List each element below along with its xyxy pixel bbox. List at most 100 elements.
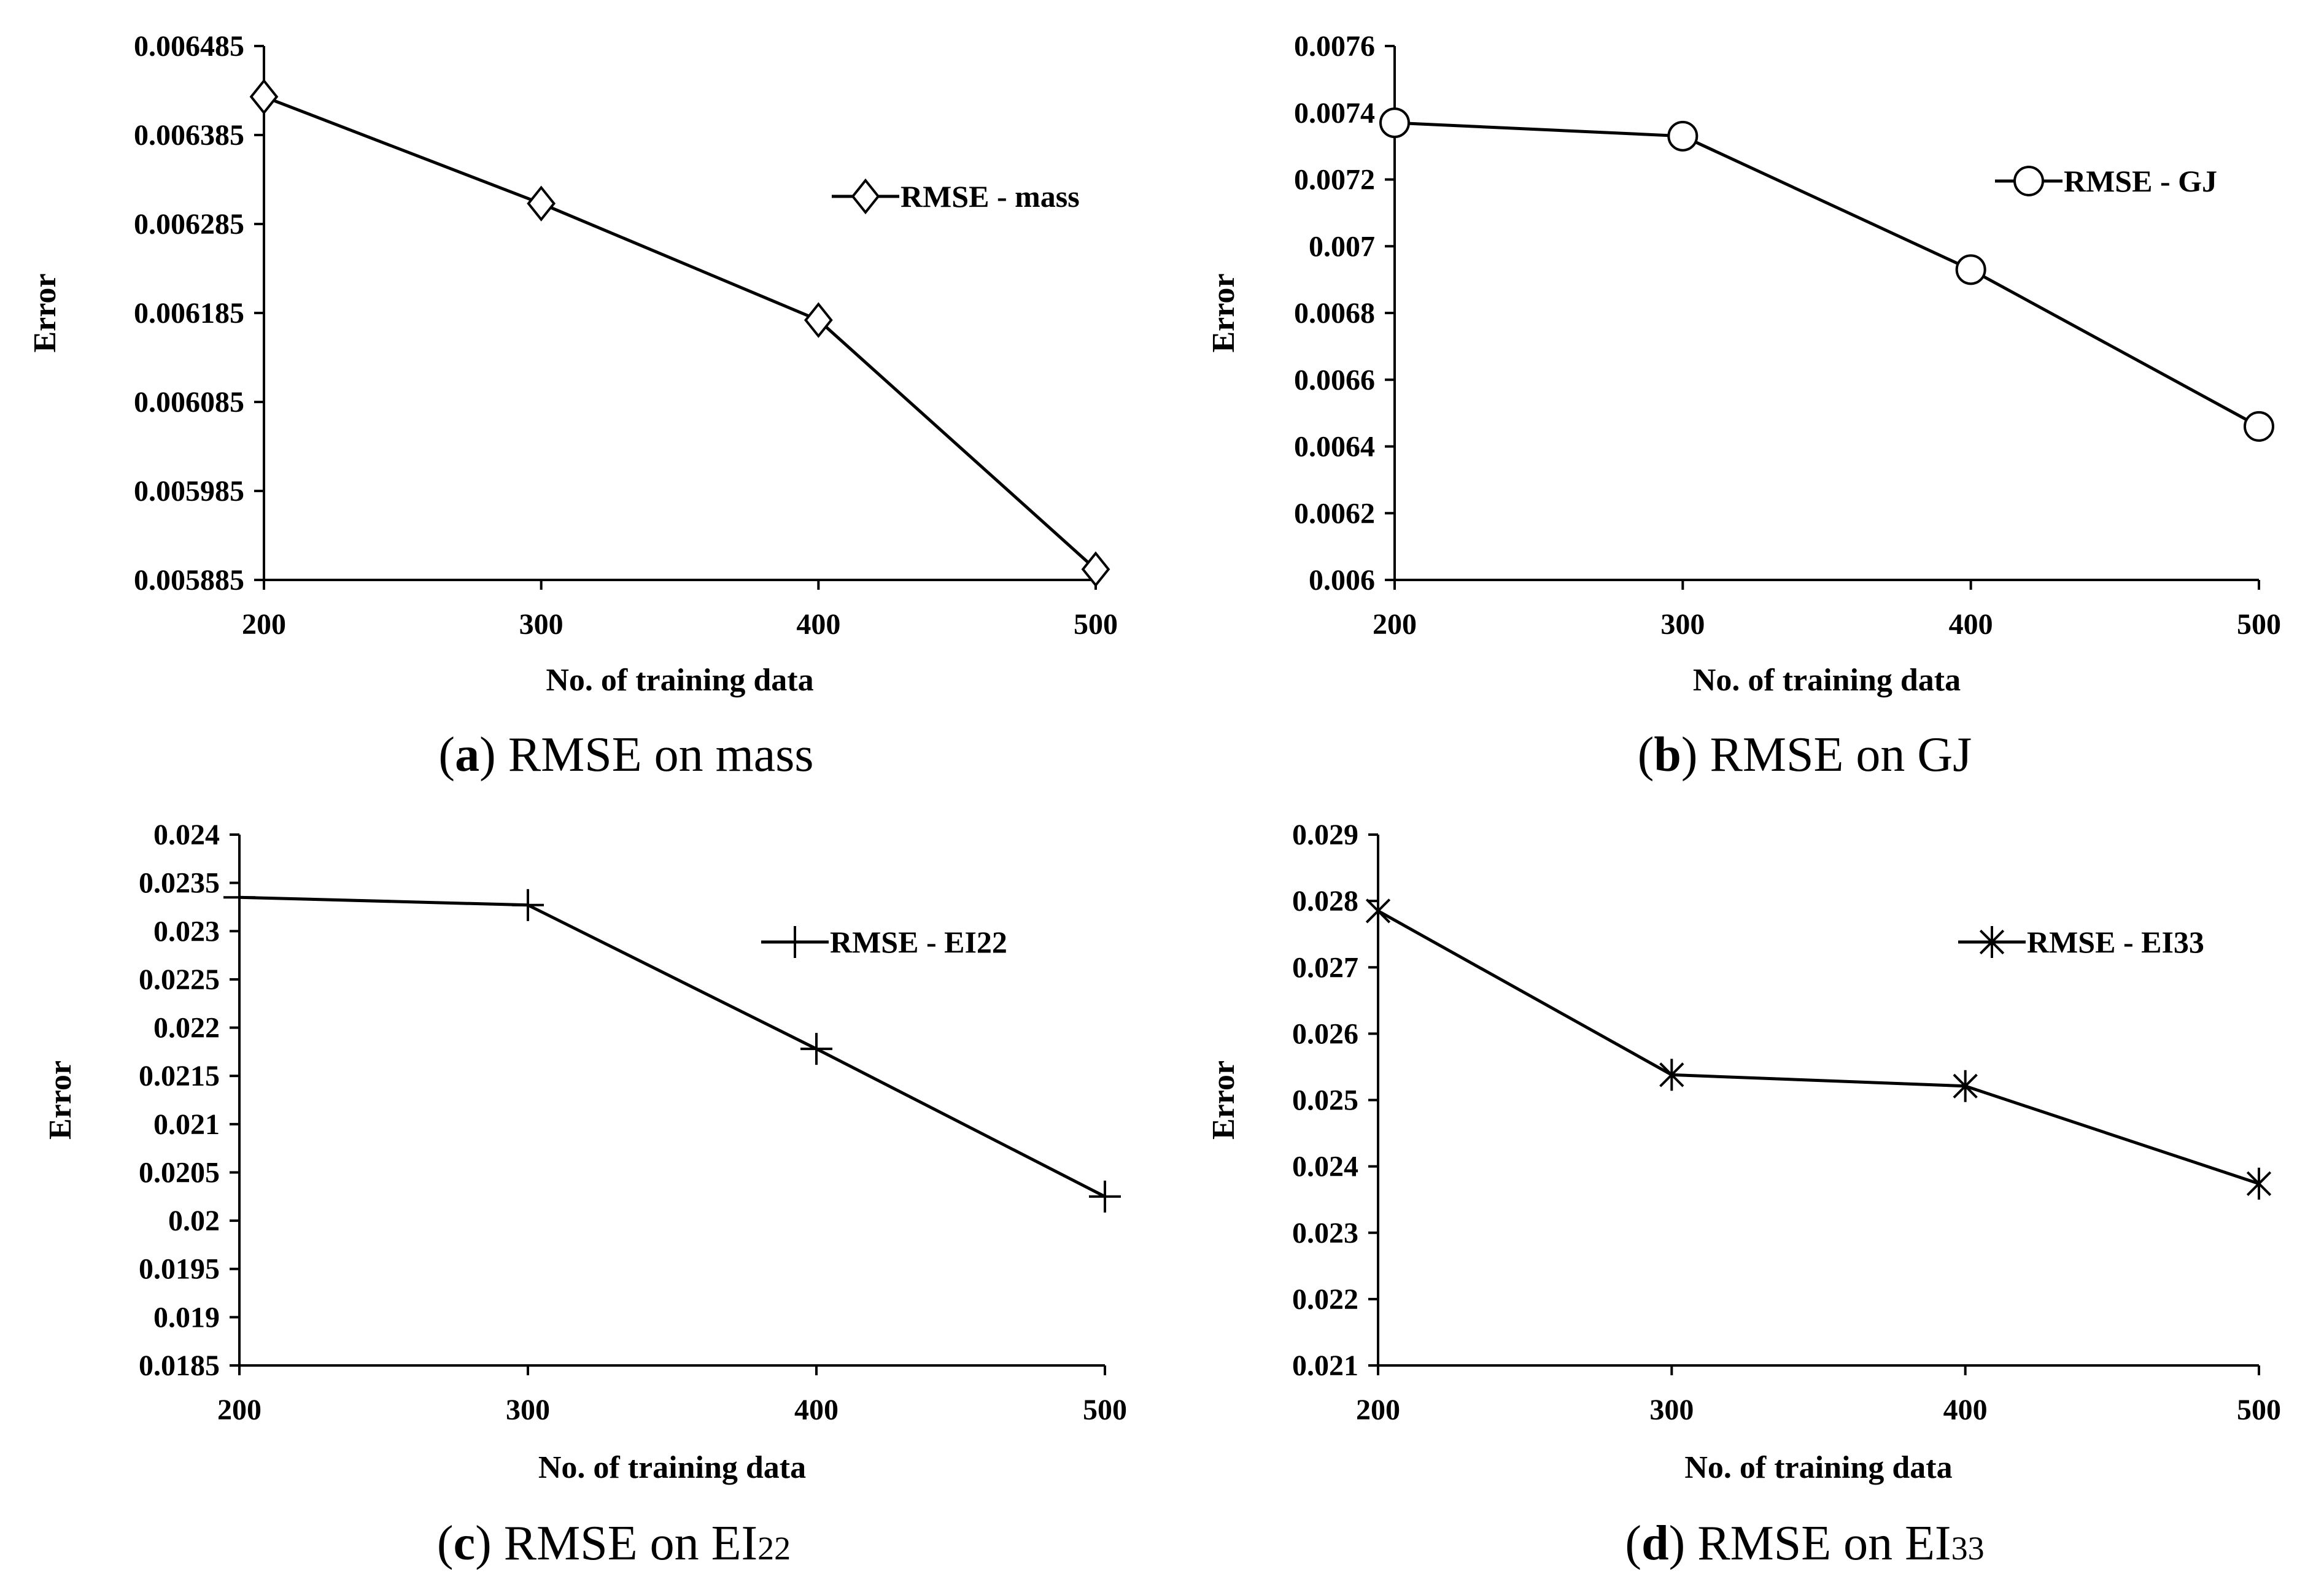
x-tick-label: 200 bbox=[242, 608, 286, 641]
caption-text: RMSE on EI bbox=[1697, 1516, 1951, 1570]
caption-letter: c bbox=[453, 1516, 476, 1570]
y-tick-label: 0.021 bbox=[153, 1108, 220, 1141]
y-tick-label: 0.0205 bbox=[139, 1156, 220, 1189]
legend-marker bbox=[851, 178, 880, 215]
data-point-marker bbox=[1379, 107, 1410, 139]
data-point-marker bbox=[1667, 120, 1698, 152]
y-tick-label: 0.0235 bbox=[139, 867, 220, 900]
data-point-marker bbox=[223, 881, 255, 914]
y-tick-label: 0.0068 bbox=[1294, 297, 1375, 330]
data-point-marker bbox=[1081, 551, 1110, 587]
y-tick-label: 0.021 bbox=[1292, 1350, 1358, 1382]
y-tick-label: 0.023 bbox=[153, 915, 220, 948]
series-line bbox=[263, 95, 1097, 571]
chart-panel-a: 0.005885 0.005985 0.006085 0.006185 0.006285… bbox=[28, 30, 1118, 698]
y-tick-label: 0.022 bbox=[153, 1012, 220, 1044]
x-tick-label: 300 bbox=[1649, 1394, 1694, 1426]
caption-letter: b bbox=[1654, 728, 1681, 782]
data-point-marker bbox=[1089, 1180, 1121, 1213]
chart-panel-c: 0.0185 0.019 0.0195 0.02 0.0205 0.021 0.0215 0.… bbox=[43, 819, 1127, 1485]
y-tick-label: 0.0072 bbox=[1294, 164, 1375, 196]
x-tick-label: 400 bbox=[796, 608, 840, 641]
x-tick-label: 400 bbox=[1943, 1394, 1988, 1426]
data-point-marker bbox=[2244, 411, 2274, 442]
data-point-marker bbox=[1659, 1059, 1684, 1091]
data-point-marker bbox=[1955, 254, 1986, 285]
x-axis-label: No. of training data bbox=[1684, 1450, 1952, 1485]
data-point-marker bbox=[527, 185, 556, 222]
chart-panel-b: 0.006 0.0062 0.0064 0.0066 0.0068 0.007 0.0072… bbox=[1206, 30, 2281, 698]
y-tick-label: 0.024 bbox=[1292, 1151, 1358, 1183]
y-tick-label: 0.005985 bbox=[134, 475, 244, 508]
y-tick-label: 0.006285 bbox=[134, 208, 244, 241]
data-point-marker bbox=[1365, 895, 1391, 927]
caption-b: (b) RMSE on GJ bbox=[1637, 728, 1972, 782]
y-tick-label: 0.0185 bbox=[139, 1350, 220, 1382]
y-tick-label: 0.005885 bbox=[134, 564, 244, 597]
legend: RMSE - EI33 bbox=[1958, 925, 2204, 959]
y-axis-label: Error bbox=[28, 274, 63, 353]
x-tick-label: 500 bbox=[2237, 1394, 2281, 1426]
y-tick-label: 0.006485 bbox=[134, 30, 244, 63]
y-tick-label: 0.028 bbox=[1292, 885, 1358, 917]
legend-marker bbox=[2013, 166, 2044, 196]
x-tick-label: 200 bbox=[217, 1394, 261, 1426]
data-point-marker bbox=[800, 1033, 832, 1065]
y-axis-label: Error bbox=[1206, 274, 1241, 353]
y-tick-label: 0.006 bbox=[1309, 564, 1375, 597]
y-tick-label: 0.006085 bbox=[134, 386, 244, 419]
x-tick-label: 200 bbox=[1373, 608, 1417, 641]
x-tick-label: 300 bbox=[1660, 608, 1705, 641]
legend-label: RMSE - mass bbox=[901, 179, 1080, 214]
caption-letter: a bbox=[455, 728, 480, 782]
x-tick-label: 300 bbox=[506, 1394, 550, 1426]
y-tick-label: 0.027 bbox=[1292, 951, 1358, 984]
y-tick-label: 0.0074 bbox=[1294, 97, 1375, 129]
series-line bbox=[239, 895, 1106, 1198]
legend-label: RMSE - EI22 bbox=[830, 925, 1007, 959]
y-tick-label: 0.0195 bbox=[139, 1253, 220, 1286]
y-tick-label: 0.006385 bbox=[134, 119, 244, 152]
y-tick-label: 0.026 bbox=[1292, 1017, 1358, 1050]
y-axis-label: Error bbox=[43, 1060, 78, 1140]
y-tick-label: 0.0215 bbox=[139, 1060, 220, 1092]
data-point-marker bbox=[804, 302, 833, 338]
y-tick-label: 0.022 bbox=[1292, 1283, 1358, 1316]
y-tick-label: 0.029 bbox=[1292, 819, 1358, 851]
y-tick-label: 0.023 bbox=[1292, 1217, 1358, 1249]
y-tick-label: 0.0066 bbox=[1294, 364, 1375, 396]
caption-subscript: 33 bbox=[1951, 1530, 1985, 1567]
x-axis-label: No. of training data bbox=[546, 663, 813, 698]
legend: RMSE - mass bbox=[832, 178, 1080, 215]
y-tick-label: 0.0076 bbox=[1294, 30, 1375, 63]
legend: RMSE - GJ bbox=[1995, 164, 2217, 198]
y-tick-label: 0.024 bbox=[153, 819, 220, 851]
x-tick-label: 400 bbox=[794, 1394, 839, 1426]
caption-text: RMSE on EI bbox=[503, 1516, 758, 1570]
y-tick-label: 0.0062 bbox=[1294, 497, 1375, 530]
x-axis-label: No. of training data bbox=[1693, 663, 1961, 698]
caption-text: RMSE on mass bbox=[508, 728, 814, 782]
y-tick-label: 0.007 bbox=[1309, 230, 1375, 263]
x-tick-label: 400 bbox=[1949, 608, 1993, 641]
caption-text: RMSE on GJ bbox=[1710, 728, 1972, 782]
x-tick-label: 300 bbox=[519, 608, 564, 641]
x-axis-label: No. of training data bbox=[538, 1450, 806, 1485]
y-tick-label: 0.02 bbox=[168, 1205, 220, 1237]
y-axis-label: Error bbox=[1206, 1060, 1241, 1140]
caption-a: (a) RMSE on mass bbox=[438, 728, 814, 782]
data-point-marker bbox=[1953, 1070, 1978, 1102]
series-line bbox=[1394, 121, 2260, 428]
chart-panel-d: 0.021 0.022 0.023 0.024 0.025 0.026 0.027 0.028… bbox=[1206, 819, 2281, 1485]
legend: RMSE - EI22 bbox=[761, 925, 1007, 959]
x-tick-label: 200 bbox=[1356, 1394, 1400, 1426]
y-tick-label: 0.0064 bbox=[1294, 431, 1375, 463]
legend-marker bbox=[1979, 926, 2005, 958]
x-tick-label: 500 bbox=[2237, 608, 2281, 641]
y-tick-label: 0.025 bbox=[1292, 1084, 1358, 1117]
legend-marker bbox=[779, 926, 811, 958]
y-tick-label: 0.019 bbox=[153, 1301, 220, 1334]
legend-label: RMSE - EI33 bbox=[2027, 925, 2204, 959]
caption-subscript: 22 bbox=[757, 1530, 791, 1567]
